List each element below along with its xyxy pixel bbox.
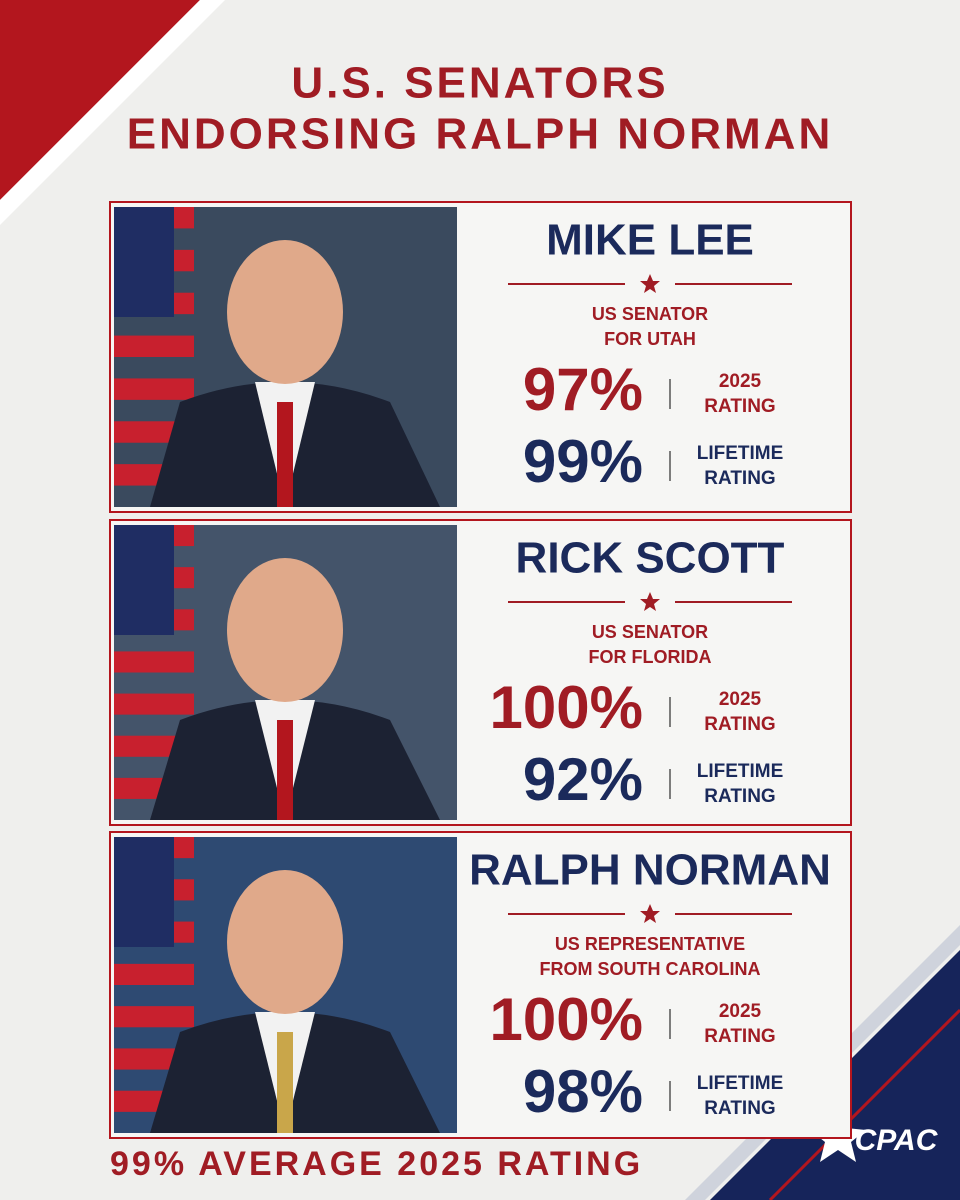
role-line: US REPRESENTATIVE — [555, 934, 745, 954]
flag-stripe — [114, 693, 194, 715]
flag-canton — [114, 207, 174, 317]
tie — [277, 402, 293, 507]
flag-stripe — [114, 335, 194, 357]
rating-label: RATING — [704, 468, 775, 489]
role-line: FROM SOUTH CAROLINA — [540, 959, 761, 979]
logo: CPAC — [855, 1124, 939, 1157]
corner-line — [768, 1008, 960, 1200]
photo — [114, 525, 457, 820]
rating-value: 100% — [490, 986, 643, 1053]
face — [227, 870, 343, 1014]
flag-canton — [114, 837, 174, 947]
rating-label: RATING — [704, 786, 775, 807]
rating-value: 97% — [523, 356, 643, 423]
face — [227, 240, 343, 384]
tie — [277, 1032, 293, 1133]
rating-value: 100% — [490, 674, 643, 741]
title-line: ENDORSING RALPH NORMAN — [127, 110, 833, 159]
rating-label: RATING — [704, 396, 775, 417]
face — [227, 558, 343, 702]
flag-stripe — [114, 963, 194, 985]
card: RALPH NORMAN US REPRESENTATIVE FROM SOUTH … — [109, 831, 852, 1139]
flag-stripe — [114, 1006, 194, 1028]
card: MIKE LEE US SENATOR FOR UTAH 97% 2025 RATING 9… — [109, 201, 852, 513]
rating-value: 99% — [523, 428, 643, 495]
footer: 99% AVERAGE 2025 RATING — [110, 1145, 643, 1183]
cards: MIKE LEE US SENATOR FOR UTAH 97% 2025 RATING 9… — [109, 201, 852, 1139]
photo — [114, 837, 457, 1133]
rating-label: 2025 — [719, 1001, 762, 1022]
star — [640, 904, 660, 923]
role-line: US SENATOR — [592, 622, 708, 642]
rating-value: 92% — [523, 746, 643, 813]
rating-label: RATING — [704, 1026, 775, 1047]
role-line: FOR UTAH — [604, 329, 696, 349]
corner-stripe — [0, 0, 225, 225]
star — [640, 592, 660, 611]
rating-label: LIFETIME — [697, 443, 784, 464]
person-name: MIKE LEE — [546, 216, 754, 265]
star — [640, 274, 660, 293]
role-line: US SENATOR — [592, 304, 708, 324]
rating-label: LIFETIME — [697, 761, 784, 782]
rating-label: LIFETIME — [697, 1073, 784, 1094]
card: RICK SCOTT US SENATOR FOR FLORIDA 100% 2025 R… — [109, 519, 852, 826]
person-name: RICK SCOTT — [516, 534, 785, 583]
tie — [277, 720, 293, 820]
flag-stripe — [114, 378, 194, 400]
rating-label: 2025 — [719, 371, 762, 392]
role-line: FOR FLORIDA — [589, 647, 712, 667]
flag-stripe — [114, 651, 194, 673]
flag-canton — [114, 525, 174, 635]
person-name: RALPH NORMAN — [469, 846, 831, 895]
rating-label: 2025 — [719, 689, 762, 710]
title-line: U.S. SENATORS — [291, 59, 668, 108]
rating-label: RATING — [704, 1098, 775, 1119]
photo — [114, 207, 457, 507]
rating-value: 98% — [523, 1058, 643, 1125]
rating-label: RATING — [704, 714, 775, 735]
